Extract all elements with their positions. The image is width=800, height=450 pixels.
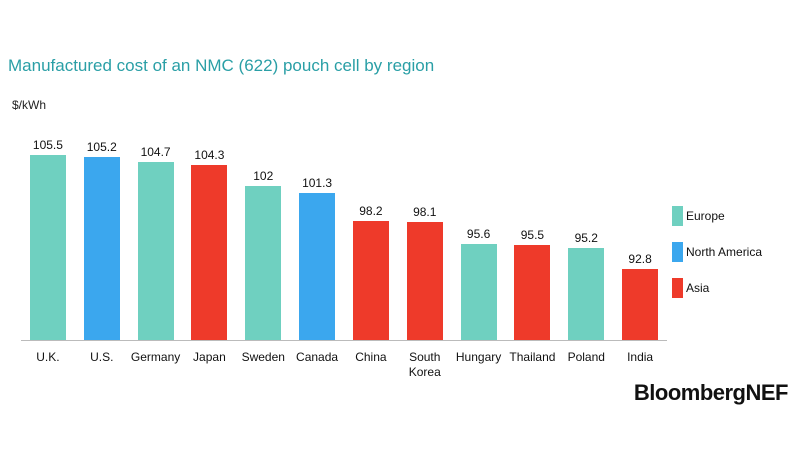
legend-label: Asia [686,281,710,295]
legend-swatch [672,278,683,298]
chart-title: Manufactured cost of an NMC (622) pouch … [8,56,435,75]
value-label: 105.2 [86,140,117,155]
legend-label: Europe [686,209,725,223]
x-tick-label: Sweden [241,350,285,364]
bar [514,245,551,340]
bar [406,221,443,340]
value-label: 98.2 [359,203,383,218]
x-tick-label: U.S. [90,350,114,364]
bar [568,247,605,340]
value-label: 101.3 [302,175,333,190]
x-tick-label: Japan [193,350,226,364]
x-tick-label: China [355,350,387,364]
value-label: 104.7 [140,144,171,159]
value-label: 98.1 [413,204,437,219]
value-label: 95.6 [466,227,491,242]
bar [460,244,497,340]
x-tick-label: South Korea [408,350,441,379]
x-tick-label: Germany [130,350,181,364]
y-axis-label: $/kWh [12,98,47,112]
x-tick-label: India [627,350,654,364]
bar [299,192,336,340]
bar [352,220,389,340]
x-tick-label: Thailand [509,350,556,364]
source: BloombergNEF [633,380,789,405]
bar [137,161,174,340]
x-tick-label: Poland [567,350,605,364]
legend-swatch [672,242,683,262]
x-tick-label: Canada [296,350,339,364]
bar [83,157,120,340]
value-label: 95.5 [520,228,545,243]
value-label: 102 [253,169,274,184]
x-tick-label: U.K. [36,350,60,364]
legend-swatch [672,206,683,226]
bar [29,154,66,340]
bar [191,165,228,340]
value-label: 92.8 [628,252,652,267]
x-axis [21,340,667,341]
bar [245,186,282,340]
value-label: 105.5 [32,137,63,152]
legend-label: North America [686,245,763,259]
value-label: 104.3 [194,148,225,163]
x-tick-label: Hungary [455,350,502,364]
value-label: 95.2 [574,230,598,245]
bar [622,269,659,340]
